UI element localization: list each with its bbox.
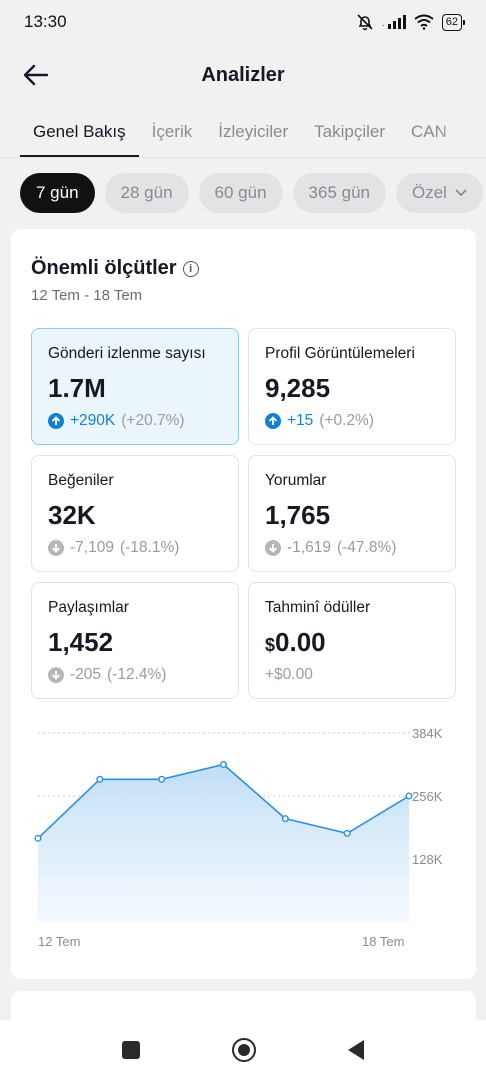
date-range: 12 Tem - 18 Tem	[31, 287, 143, 304]
metric-label: Paylaşımlar	[48, 599, 129, 616]
y-tick-label: 128K	[412, 852, 443, 867]
metric-profile-views[interactable]: Profil Görüntülemeleri 9,285 +15 (+0.2%)	[248, 328, 456, 445]
home-dot	[238, 1044, 250, 1056]
chip-28-days[interactable]: 28 gün	[104, 173, 189, 213]
metric-value: 1,765	[265, 500, 331, 530]
views-chart: 128K 256K 384K 12 Tem 18 Tem	[11, 714, 476, 954]
date-range-chips: 7 gün 28 gün 60 gün 365 gün Özel	[0, 173, 486, 215]
metric-value: 1,452	[48, 627, 114, 657]
system-back-button[interactable]	[348, 1040, 364, 1060]
battery-icon: 62	[441, 13, 466, 31]
arrow-up-icon	[265, 413, 281, 429]
chip-7-days[interactable]: 7 gün	[20, 173, 95, 213]
y-tick-label: 384K	[412, 726, 443, 741]
chip-365-days[interactable]: 365 gün	[292, 173, 386, 213]
metric-shares[interactable]: Paylaşımlar 1,452 -205 (-12.4%)	[31, 582, 239, 699]
chip-custom[interactable]: Özel	[396, 173, 483, 213]
metric-value: $0.00	[265, 627, 439, 658]
metric-label: Tahminî ödüller	[265, 599, 371, 616]
status-time: 13:30	[24, 12, 67, 31]
data-point[interactable]	[34, 834, 42, 842]
views-chart-svg: 128K 256K 384K	[34, 726, 443, 922]
x-tick-label-start: 12 Tem	[38, 934, 81, 949]
change-percent: (-12.4%)	[107, 666, 167, 683]
card-title: Önemli ölçütler i	[31, 257, 199, 280]
metric-estimated-rewards[interactable]: Tahminî ödüller $0.00 +$0.00	[248, 582, 456, 699]
info-icon[interactable]: i	[182, 260, 199, 277]
metric-label: Yorumlar	[265, 472, 327, 489]
metric-likes[interactable]: Beğeniler 32K -7,109 (-18.1%)	[31, 455, 239, 572]
change-value: +15	[287, 412, 314, 429]
data-point[interactable]	[219, 761, 227, 769]
arrow-down-icon	[48, 667, 64, 683]
card-title-text: Önemli ölçütler	[31, 257, 177, 279]
signal-icon: .	[382, 15, 406, 29]
status-bar: 13:30 . 62	[0, 0, 486, 44]
bell-off-icon	[357, 14, 373, 31]
tab-overview[interactable]: Genel Bakış	[20, 106, 139, 157]
metric-change: +290K (+20.7%)	[48, 412, 222, 430]
x-tick-label-end: 18 Tem	[362, 934, 405, 949]
recent-apps-button[interactable]	[122, 1041, 140, 1059]
change-value: +290K	[70, 412, 116, 429]
metric-change: -7,109 (-18.1%)	[48, 539, 222, 557]
change-percent: (-18.1%)	[119, 539, 180, 556]
status-icons: . 62	[356, 13, 466, 31]
arrow-left-icon	[23, 64, 49, 86]
data-point[interactable]	[281, 815, 289, 823]
data-point[interactable]	[96, 775, 104, 783]
y-tick-label: 256K	[412, 789, 443, 804]
metric-value: 1.7M	[48, 373, 106, 403]
arrow-down-icon	[48, 540, 64, 556]
metric-comments[interactable]: Yorumlar 1,765 -1,619 (-47.8%)	[248, 455, 456, 572]
data-point[interactable]	[343, 829, 351, 837]
change-value: +$0.00	[265, 666, 313, 683]
chip-custom-label: Özel	[412, 183, 447, 202]
currency-symbol: $	[265, 635, 276, 655]
metric-change: -205 (-12.4%)	[48, 666, 222, 684]
back-button[interactable]	[20, 60, 52, 90]
page-title: Analizler	[201, 63, 285, 86]
arrow-up-icon	[48, 413, 64, 429]
change-percent: (-47.8%)	[336, 539, 397, 556]
metric-change: +15 (+0.2%)	[265, 412, 439, 430]
wifi-icon	[414, 14, 434, 30]
metric-label: Gönderi izlenme sayısı	[48, 345, 206, 362]
chevron-down-icon	[455, 189, 467, 197]
chip-60-days[interactable]: 60 gün	[198, 173, 283, 213]
data-point[interactable]	[405, 792, 413, 800]
change-value: -205	[70, 666, 102, 683]
header: Analizler	[0, 44, 486, 106]
home-button[interactable]	[232, 1038, 256, 1062]
tab-fade	[436, 106, 486, 157]
metric-value-number: 0.00	[275, 627, 326, 657]
metric-value: 9,285	[265, 373, 331, 403]
key-metrics-card: Önemli ölçütler i 12 Tem - 18 Tem Gönder…	[11, 229, 476, 979]
tab-viewers[interactable]: İzleyiciler	[218, 121, 289, 141]
tab-followers[interactable]: Takipçiler	[314, 121, 385, 141]
metric-post-views[interactable]: Gönderi izlenme sayısı 1.7M +290K (+20.7…	[31, 328, 239, 445]
tab-content[interactable]: İçerik	[151, 121, 193, 141]
metric-change: +$0.00	[265, 666, 439, 684]
change-percent: (+0.2%)	[319, 412, 375, 429]
svg-text:.: .	[382, 19, 385, 28]
data-point[interactable]	[158, 775, 166, 783]
system-nav-bar	[0, 1020, 486, 1080]
chart-area	[38, 764, 409, 922]
change-value: -7,109	[70, 539, 114, 556]
tab-bar: Genel Bakış İçerik İzleyiciler Takipçile…	[0, 106, 486, 158]
arrow-down-icon	[265, 540, 281, 556]
metric-change: -1,619 (-47.8%)	[265, 539, 439, 557]
metric-label: Beğeniler	[48, 472, 114, 489]
metric-value: 32K	[48, 500, 96, 530]
change-value: -1,619	[287, 539, 331, 556]
change-percent: (+20.7%)	[121, 412, 185, 429]
metric-label: Profil Görüntülemeleri	[265, 345, 415, 362]
